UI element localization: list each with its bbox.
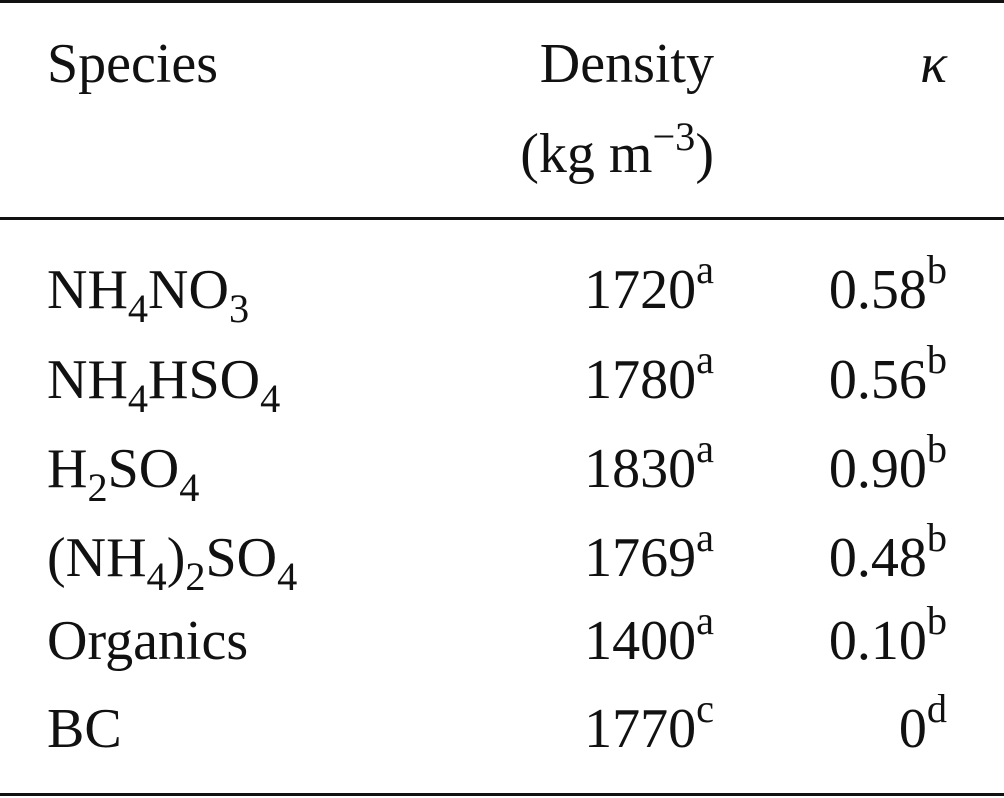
species-subscript: 4 [277, 554, 298, 600]
density-value: 1400 [584, 610, 697, 672]
species-subscript: 4 [179, 465, 200, 511]
kappa-value: 0 [898, 698, 927, 760]
kappa-footnote-mark: d [926, 686, 947, 732]
species-cell: (NH4)2SO4 [47, 527, 297, 597]
kappa-cell: 0.48b [828, 517, 947, 589]
table-bottom-rule [0, 793, 1004, 796]
species-text: H [47, 438, 88, 500]
kappa-cell: 0.10b [828, 600, 947, 672]
species-text: NH [47, 259, 128, 321]
header-species: Species [47, 33, 219, 95]
density-cell: 1830a [584, 428, 714, 500]
density-value: 1780 [584, 349, 697, 411]
header-density: Density [539, 33, 714, 95]
density-cell: 1769a [584, 517, 714, 589]
density-cell: 1780a [584, 339, 714, 411]
density-cell: 1400a [584, 600, 714, 672]
header-kappa: κ [920, 33, 947, 95]
species-cell: NH4HSO4 [47, 349, 280, 419]
kappa-cell: 0.56b [828, 339, 947, 411]
kappa-footnote-mark: b [926, 598, 947, 644]
density-value: 1720 [584, 259, 697, 321]
kappa-footnote-mark: b [926, 337, 947, 383]
density-value: 1769 [584, 527, 697, 589]
density-cell: 1720a [584, 249, 714, 321]
species-text: Organics [47, 610, 249, 672]
species-subscript: 2 [185, 554, 206, 600]
species-subscript: 4 [127, 286, 149, 332]
species-cell: Organics [47, 613, 248, 669]
species-cell: NH4NO3 [47, 259, 249, 329]
species-subscript: 4 [127, 376, 149, 422]
kappa-value: 0.58 [828, 259, 927, 321]
species-text: HSO [148, 349, 261, 411]
density-footnote-mark: a [696, 337, 714, 383]
kappa-value: 0.90 [828, 438, 927, 500]
density-value: 1830 [584, 438, 697, 500]
species-text: SO [107, 438, 180, 500]
density-footnote-mark: a [696, 515, 714, 561]
density-value: 1770 [584, 698, 697, 760]
species-text: BC [47, 698, 122, 760]
species-subscript: 4 [260, 376, 281, 422]
kappa-cell: 0.90b [828, 428, 947, 500]
kappa-value: 0.56 [828, 349, 927, 411]
density-footnote-mark: a [696, 247, 714, 293]
density-footnote-mark: a [696, 426, 714, 472]
kappa-value: 0.48 [828, 527, 927, 589]
density-cell: 1770c [584, 688, 714, 760]
unit-suffix: ) [695, 123, 714, 185]
table-header-rule [0, 217, 1004, 220]
unit-prefix: (kg m [520, 123, 653, 185]
header-density-unit: (kg m−3) [520, 116, 714, 185]
unit-exponent: −3 [652, 113, 696, 159]
table-top-rule [0, 0, 1004, 3]
kappa-cell: 0d [898, 688, 947, 760]
species-text: NH [47, 349, 128, 411]
species-subscript: 4 [146, 554, 167, 600]
kappa-footnote-mark: b [926, 426, 947, 472]
species-subscript: 3 [228, 286, 250, 332]
species-text: SO [205, 527, 278, 589]
species-text: (NH [47, 527, 147, 589]
species-text: NO [148, 259, 229, 321]
density-footnote-mark: c [696, 686, 714, 732]
kappa-footnote-mark: b [926, 515, 947, 561]
density-footnote-mark: a [696, 598, 714, 644]
species-text: ) [166, 527, 186, 589]
species-subscript: 2 [87, 465, 108, 511]
species-cell: H2SO4 [47, 438, 199, 508]
kappa-footnote-mark: b [926, 247, 947, 293]
kappa-value: 0.10 [828, 610, 927, 672]
species-cell: BC [47, 701, 122, 757]
kappa-cell: 0.58b [828, 249, 947, 321]
